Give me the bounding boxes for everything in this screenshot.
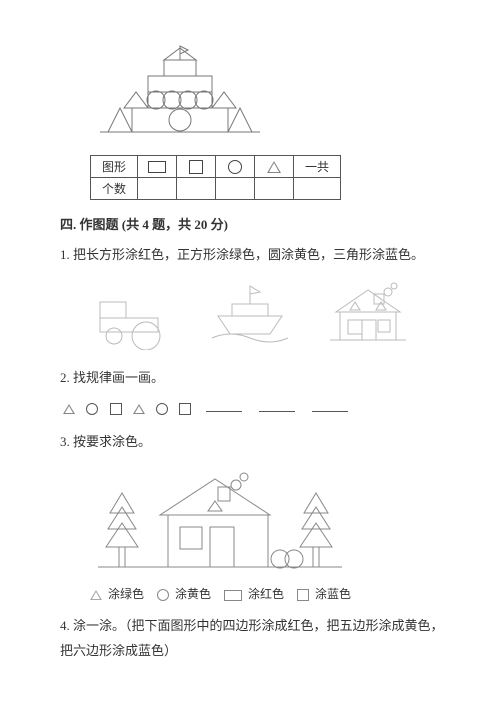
row-label-count: 个数 xyxy=(91,178,138,200)
seq-square-icon xyxy=(179,403,191,415)
section-4-heading: 四. 作图题 (共 4 题，共 20 分) xyxy=(60,214,450,233)
triangle-icon xyxy=(267,161,281,173)
legend-triangle-icon xyxy=(90,590,102,600)
row-label-shapes: 图形 xyxy=(91,156,138,178)
seq-circle-icon xyxy=(86,403,98,415)
count-circle xyxy=(216,178,255,200)
q2-sequence xyxy=(60,400,450,416)
legend-rectangle-icon xyxy=(224,590,242,601)
legend-square-icon xyxy=(297,589,309,601)
circle-icon xyxy=(228,160,242,174)
rectangle-icon xyxy=(148,161,166,173)
count-triangle xyxy=(255,178,294,200)
seq-triangle-icon xyxy=(63,404,75,414)
seq-triangle-icon xyxy=(133,404,145,414)
question-1: 1. 把长方形涂红色，正方形涂绿色，圆涂黄色，三角形涂蓝色。 xyxy=(60,243,450,268)
q3-figure: 涂绿色 涂黄色 涂红色 涂蓝色 xyxy=(90,467,450,602)
question-4: 4. 涂一涂。（把下面图形中的四边形涂成红色，把五边形涂成黄色，把六边形涂成蓝色… xyxy=(60,614,450,663)
legend-green: 涂绿色 xyxy=(108,587,144,601)
legend-red: 涂红色 xyxy=(248,587,284,601)
q1-figures xyxy=(90,280,450,354)
count-rect xyxy=(138,178,177,200)
seq-circle-icon xyxy=(156,403,168,415)
count-total xyxy=(294,178,341,200)
question-3: 3. 按要求涂色。 xyxy=(60,430,450,455)
square-icon xyxy=(189,160,203,174)
shape-count-table: 图形 一共 个数 xyxy=(90,155,341,200)
seq-square-icon xyxy=(110,403,122,415)
castle-figure: 图形 一共 个数 xyxy=(90,42,450,200)
blank-1 xyxy=(206,411,242,412)
q3-legend: 涂绿色 涂黄色 涂红色 涂蓝色 xyxy=(90,585,450,602)
question-2: 2. 找规律画一画。 xyxy=(60,366,450,391)
blank-2 xyxy=(259,411,295,412)
total-label: 一共 xyxy=(294,156,341,178)
legend-circle-icon xyxy=(157,589,169,601)
blank-3 xyxy=(312,411,348,412)
legend-blue: 涂蓝色 xyxy=(315,587,351,601)
legend-yellow: 涂黄色 xyxy=(175,587,211,601)
count-square xyxy=(177,178,216,200)
